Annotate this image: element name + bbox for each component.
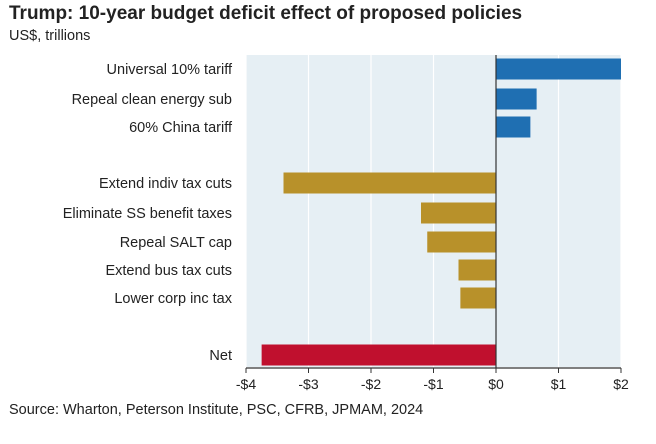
category-label: Lower corp inc tax: [114, 291, 232, 307]
bar: [458, 259, 496, 281]
tick-label: -$2: [361, 376, 381, 392]
bar: [496, 88, 537, 110]
source-note: Source: Wharton, Peterson Institute, PSC…: [9, 402, 424, 418]
category-label: Net: [209, 348, 232, 364]
tick-label: $0: [488, 376, 504, 392]
bar: [460, 287, 496, 309]
category-label: Extend bus tax cuts: [105, 263, 232, 279]
bar: [496, 58, 621, 80]
bar: [421, 202, 496, 224]
chart-title: Trump: 10-year budget deficit effect of …: [9, 3, 523, 24]
bar: [261, 344, 496, 366]
category-labels: Universal 10% tariff Repeal clean energy …: [63, 62, 233, 364]
bars: [261, 58, 621, 366]
bar: [496, 116, 531, 138]
bar: [427, 231, 496, 253]
chart-subtitle: US$, trillions: [9, 28, 91, 44]
tick-label: -$3: [298, 376, 318, 392]
category-label: Eliminate SS benefit taxes: [63, 206, 232, 222]
category-label: Extend indiv tax cuts: [99, 176, 232, 192]
tick-label: $1: [551, 376, 567, 392]
tick-label: -$4: [236, 376, 256, 392]
category-label: Repeal clean energy sub: [72, 92, 232, 108]
category-label: Repeal SALT cap: [120, 235, 232, 251]
category-label: 60% China tariff: [129, 120, 233, 136]
tick-label: -$1: [423, 376, 443, 392]
bar: [283, 172, 496, 194]
x-axis: -$4 -$3 -$2 -$1 $0 $1 $2: [236, 55, 629, 392]
category-label: Universal 10% tariff: [107, 62, 233, 78]
tick-label: $2: [613, 376, 629, 392]
